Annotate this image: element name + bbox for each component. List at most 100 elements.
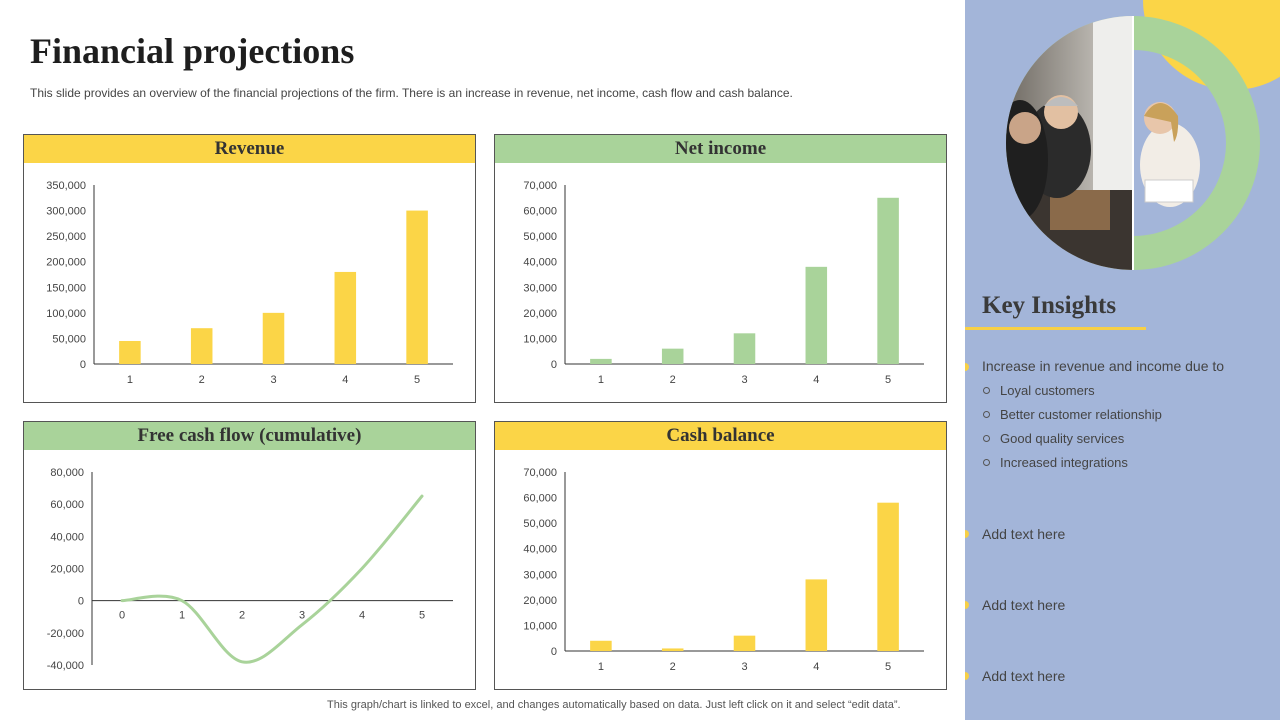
x-tick-label: 5 — [414, 374, 420, 386]
meeting-photo-graphic — [1006, 0, 1280, 270]
meeting-photo-right-half — [1140, 102, 1200, 207]
meeting-photo — [1006, 16, 1133, 270]
cash-balance-chart-panel: Cash balance 0 10,000 20,000 30,000 40,000 50… — [494, 421, 947, 690]
bar — [406, 210, 428, 364]
cash-balance-chart[interactable]: 0 10,000 20,000 30,000 40,000 50,000 60,000 70,… — [495, 450, 946, 689]
net-income-chart[interactable]: 0 10,000 20,000 30,000 40,000 50,000 60,000 70,… — [495, 163, 946, 402]
y-tick-label: -40,000 — [47, 660, 84, 672]
x-tick-label: 2 — [670, 374, 676, 386]
revenue-chart-title: Revenue — [24, 135, 475, 163]
y-tick-label: 100,000 — [46, 308, 86, 320]
y-tick-label: 0 — [551, 359, 557, 371]
y-tick-label: 0 — [551, 646, 557, 658]
bar — [590, 640, 612, 651]
x-tick-label: 2 — [199, 374, 205, 386]
y-tick-label: 300,000 — [46, 206, 86, 218]
page-title: Financial projections — [30, 31, 355, 71]
hollow-bullet-icon — [983, 387, 990, 395]
y-tick-label: 40,000 — [523, 257, 557, 269]
y-tick-label: 150,000 — [46, 282, 86, 294]
key-insights-title: Key Insights — [982, 292, 1117, 319]
y-tick-label: 40,000 — [50, 531, 84, 543]
y-tick-label: 350,000 — [46, 180, 86, 192]
bar — [733, 333, 756, 364]
bar — [262, 312, 285, 364]
y-tick-label: 40,000 — [523, 544, 557, 556]
free-cash-flow-chart-title: Free cash flow (cumulative) — [24, 422, 475, 450]
free-cash-flow-chart-panel: Free cash flow (cumulative) -40,000 -20,0… — [23, 421, 476, 690]
y-tick-label: 30,000 — [523, 282, 557, 294]
y-tick-label: 20,000 — [50, 564, 84, 576]
x-tick-label: 1 — [179, 610, 185, 622]
list-item: Loyal customers — [983, 383, 1162, 407]
x-tick-label: 5 — [885, 661, 891, 673]
list-item: Better customer relationship — [983, 407, 1162, 431]
bar — [661, 348, 684, 364]
hollow-bullet-icon — [983, 411, 990, 419]
bar — [334, 271, 357, 364]
free-cash-flow-chart[interactable]: -40,000 -20,000 0 20,000 40,000 60,000 80,000 0… — [24, 450, 475, 689]
x-tick-label: 0 — [119, 610, 125, 622]
y-tick-label: 50,000 — [523, 231, 557, 243]
footnote: This graph/chart is linked to excel, and… — [327, 699, 901, 711]
insight-main-text: Increase in revenue and income due to — [982, 358, 1225, 374]
net-income-chart-title: Net income — [495, 135, 946, 163]
x-tick-label: 3 — [270, 374, 276, 386]
y-tick-label: 0 — [80, 359, 86, 371]
bar — [877, 197, 899, 364]
y-tick-label: 60,000 — [523, 206, 557, 218]
bar — [805, 579, 828, 651]
bar — [590, 358, 612, 364]
x-tick-label: 2 — [670, 661, 676, 673]
x-tick-label: 1 — [598, 661, 604, 673]
hollow-bullet-icon — [983, 459, 990, 467]
series-line — [120, 494, 424, 664]
y-tick-label: 10,000 — [523, 333, 557, 345]
page-subtitle: This slide provides an overview of the f… — [30, 86, 793, 100]
y-tick-label: 250,000 — [46, 231, 86, 243]
y-tick-label: 80,000 — [50, 467, 84, 479]
y-tick-label: 70,000 — [523, 180, 557, 192]
x-tick-label: 4 — [342, 374, 348, 386]
x-tick-label: 2 — [239, 610, 245, 622]
revenue-chart[interactable]: 0 50,000 100,000 150,000 200,000 250,000 300,0… — [24, 163, 475, 402]
revenue-chart-panel: Revenue 0 50,000 100,000 150,000 200,000 250,… — [23, 134, 476, 403]
x-tick-label: 5 — [885, 374, 891, 386]
bullet-dot — [965, 672, 969, 680]
y-tick-label: -20,000 — [47, 628, 84, 640]
bullet-dot — [965, 363, 969, 371]
bullet-dot — [965, 601, 969, 609]
y-tick-label: 10,000 — [523, 620, 557, 632]
net-income-chart-panel: Net income 0 10,000 20,000 30,000 40,000 50,0… — [494, 134, 947, 403]
x-tick-label: 4 — [813, 661, 819, 673]
x-tick-label: 4 — [813, 374, 819, 386]
y-tick-label: 20,000 — [523, 595, 557, 607]
bar — [119, 340, 141, 364]
y-tick-label: 60,000 — [50, 499, 84, 511]
x-tick-label: 3 — [741, 374, 747, 386]
y-tick-label: 50,000 — [523, 518, 557, 530]
x-tick-label: 3 — [741, 661, 747, 673]
key-insights-sidebar: Key Insights Increase in revenue and inc… — [965, 0, 1280, 720]
hollow-bullet-icon — [983, 435, 990, 443]
y-tick-label: 50,000 — [52, 333, 86, 345]
x-tick-label: 1 — [598, 374, 604, 386]
y-tick-label: 30,000 — [523, 569, 557, 581]
insight-sub-list: Loyal customers Better customer relation… — [983, 383, 1162, 479]
x-tick-label: 5 — [419, 610, 425, 622]
key-insights-underline — [965, 327, 1146, 330]
x-tick-label: 1 — [127, 374, 133, 386]
y-tick-label: 60,000 — [523, 493, 557, 505]
bar — [733, 635, 756, 651]
list-item: Good quality services — [983, 431, 1162, 455]
bar — [190, 328, 213, 364]
bar — [661, 648, 684, 651]
y-tick-label: 200,000 — [46, 257, 86, 269]
bar — [805, 266, 828, 364]
bullet-dot — [965, 530, 969, 538]
y-tick-label: 70,000 — [523, 467, 557, 479]
y-tick-label: 0 — [78, 596, 84, 608]
x-tick-label: 4 — [359, 610, 365, 622]
bar — [877, 502, 899, 651]
x-tick-label: 3 — [299, 610, 305, 622]
